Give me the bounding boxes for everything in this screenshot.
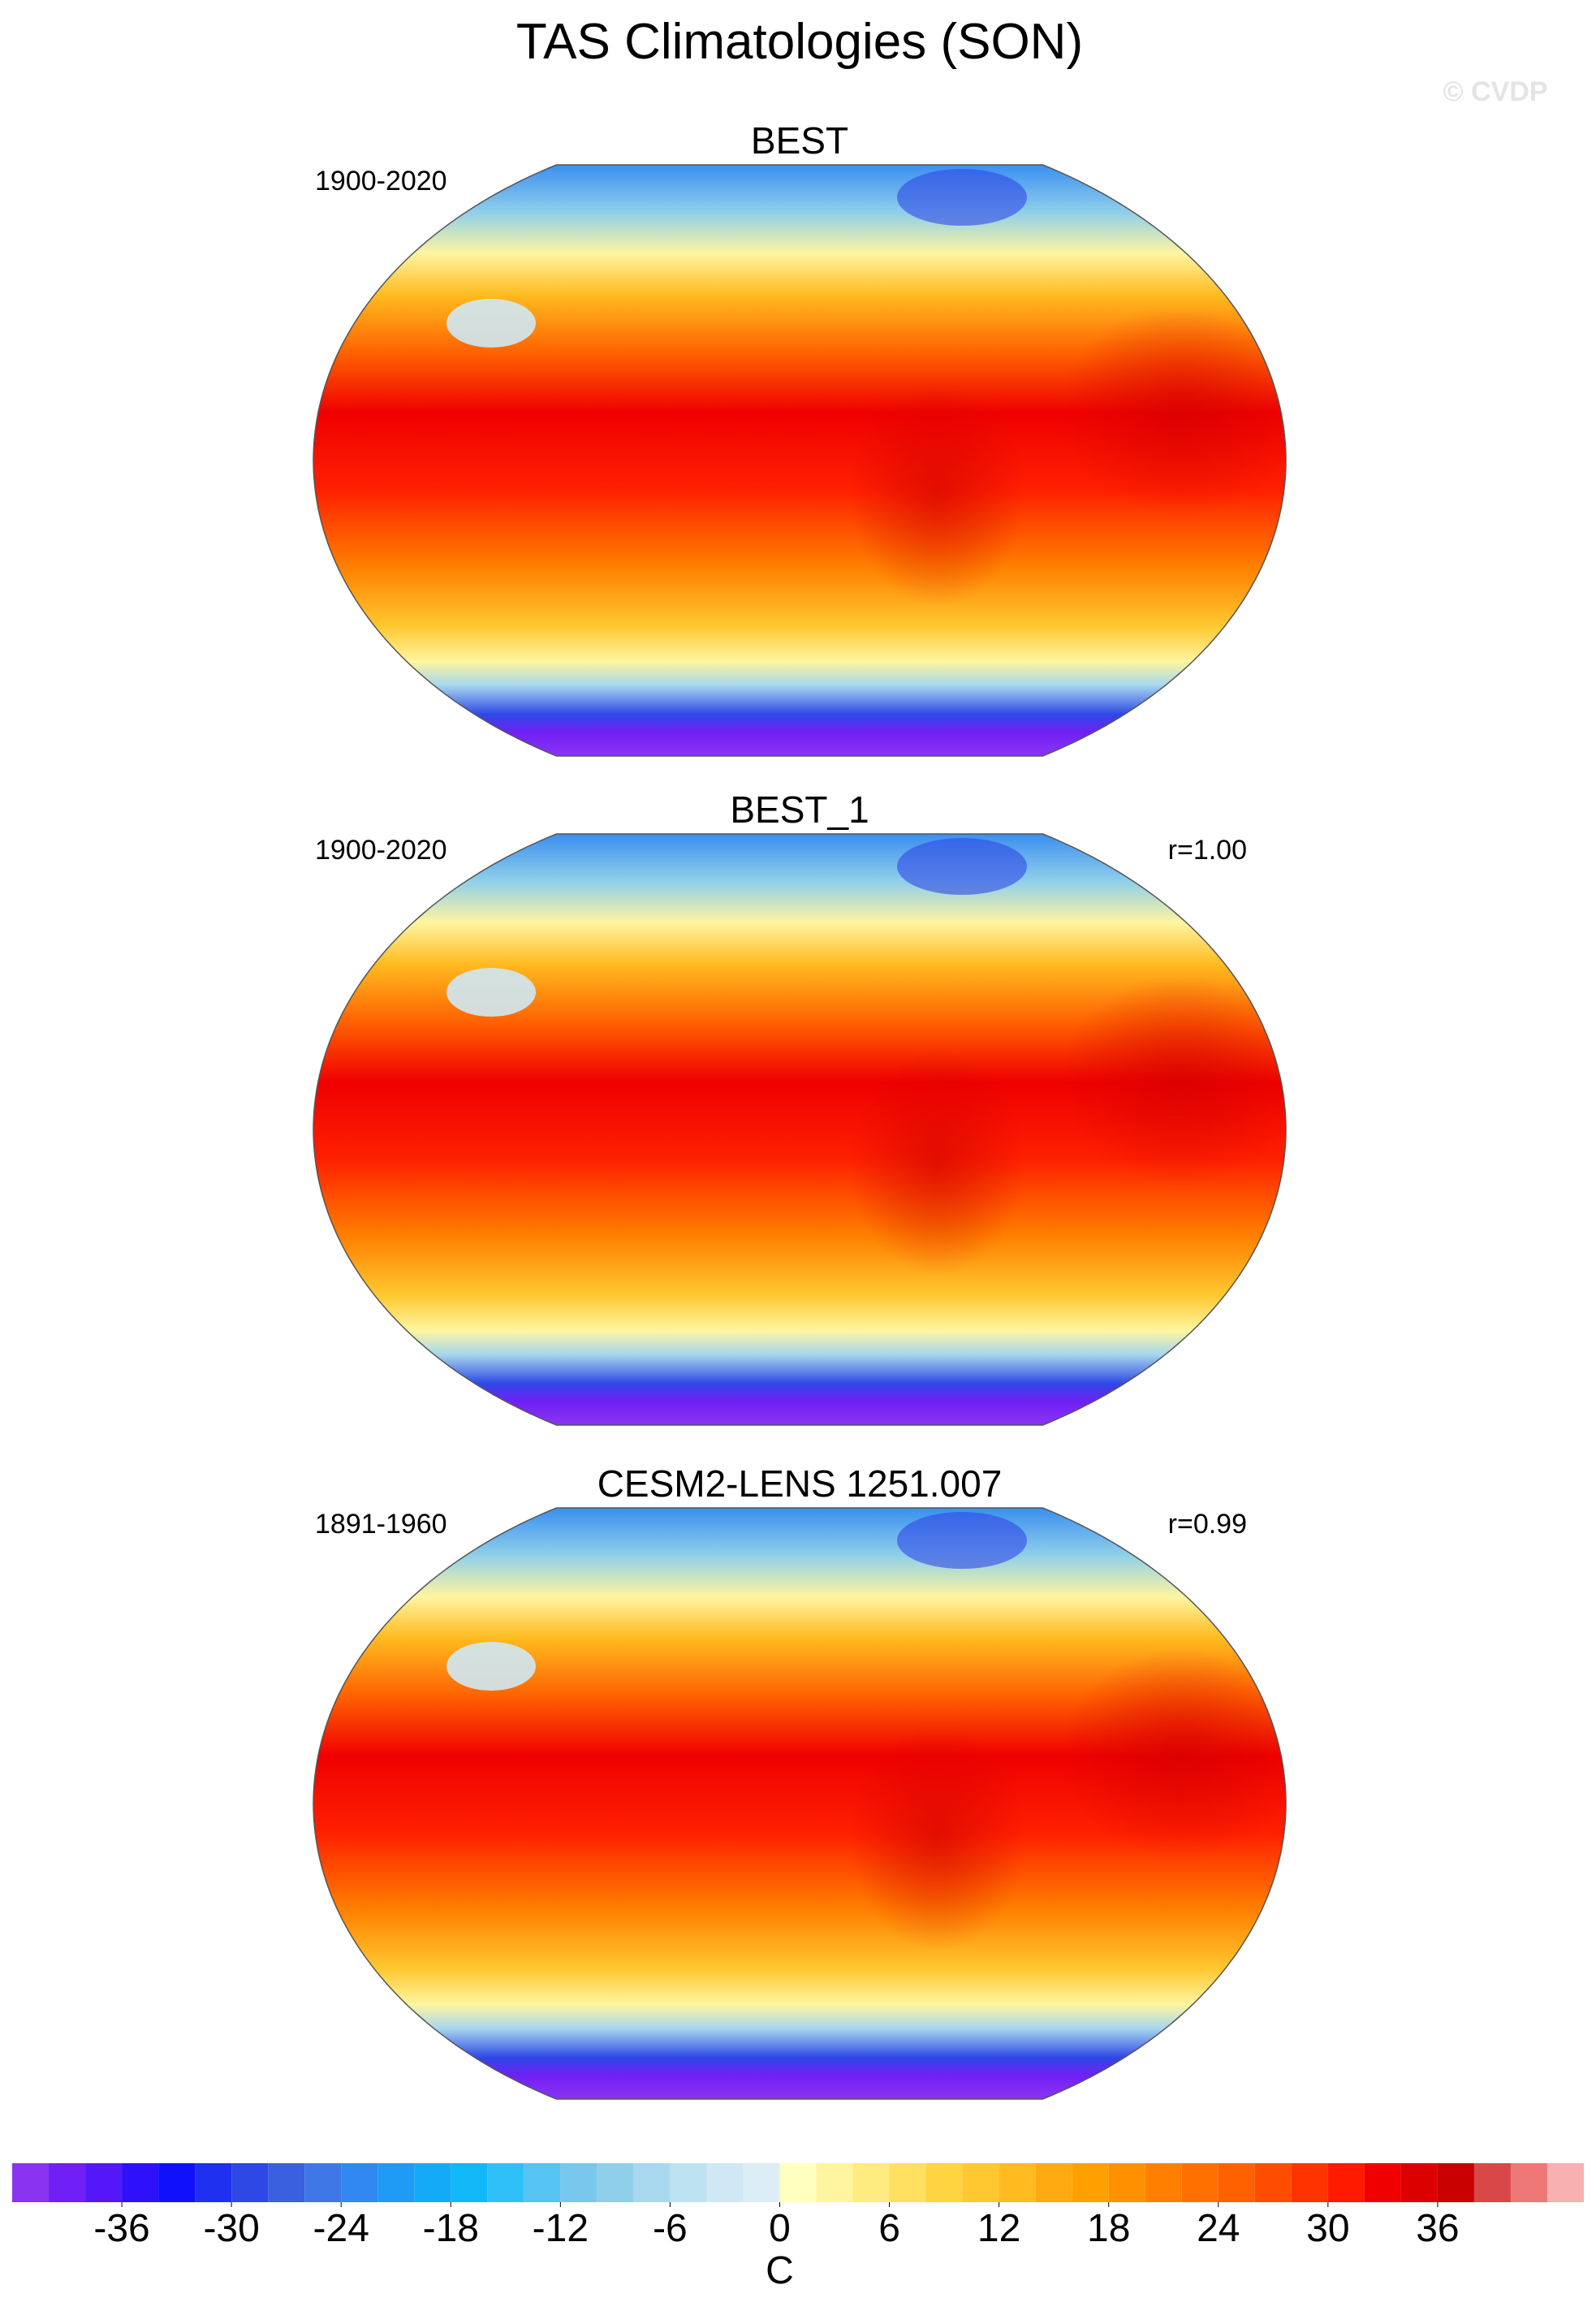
colorbar-box — [49, 2163, 86, 2202]
map-outline — [313, 833, 1287, 1426]
pattern-correlation: r=1.00 — [1168, 835, 1247, 866]
land-cold — [446, 299, 536, 348]
period-label: 1900-2020 — [315, 166, 447, 197]
map-fill — [313, 834, 1286, 1425]
land-warm — [848, 379, 1027, 607]
panel-title: CESM2-LENS 1251.007 — [597, 1462, 1003, 1505]
colorbar-box — [487, 2163, 524, 2202]
colorbar-box — [122, 2163, 159, 2202]
colorbar-box — [1437, 2163, 1474, 2202]
colorbar-tick-label: 24 — [1197, 2207, 1240, 2250]
colorbar-tick-label: 12 — [977, 2207, 1020, 2250]
map-panel: BEST_1 1900-2020 r=1.00 — [313, 788, 1287, 1426]
panel-title: BEST — [751, 119, 848, 162]
colorbar-box — [1218, 2163, 1255, 2202]
land-cold — [446, 1642, 536, 1691]
land-warm — [1059, 1649, 1286, 1860]
map-panel: BEST 1900-2020 — [313, 119, 1287, 757]
land-cold — [897, 169, 1027, 226]
colorbar-box — [1181, 2163, 1219, 2202]
colorbar-box — [1072, 2163, 1109, 2202]
colorbar-tick-label: -36 — [93, 2207, 149, 2250]
colorbar-box — [268, 2163, 305, 2202]
colorbar-tick-label: -18 — [423, 2207, 479, 2250]
period-label: 1900-2020 — [315, 835, 447, 866]
watermark: © CVDP — [1443, 76, 1548, 107]
colorbar-box — [231, 2163, 269, 2202]
colorbar-box — [377, 2163, 415, 2202]
colorbar-box — [597, 2163, 634, 2202]
colorbar-tick-label: -6 — [653, 2207, 688, 2250]
colorbar-box — [670, 2163, 707, 2202]
colorbar-box — [852, 2163, 890, 2202]
figure-title: TAS Climatologies (SON) — [516, 14, 1083, 70]
land-warm — [848, 1048, 1027, 1276]
map-outline — [313, 1507, 1287, 2100]
colorbar-box — [925, 2163, 963, 2202]
colorbar-box — [1035, 2163, 1072, 2202]
map-fill — [313, 165, 1286, 756]
colorbar-box — [12, 2163, 50, 2202]
colorbar-box — [779, 2163, 817, 2202]
colorbar-box — [85, 2163, 123, 2202]
colorbar-tick-label: -24 — [313, 2207, 369, 2250]
colorbar-box — [1254, 2163, 1292, 2202]
colorbar-box — [414, 2163, 451, 2202]
land-warm — [1059, 975, 1286, 1186]
colorbar-box — [1364, 2163, 1401, 2202]
colorbar-box — [158, 2163, 196, 2202]
colorbar-box — [195, 2163, 232, 2202]
colorbar-tick-label: 18 — [1087, 2207, 1130, 2250]
colorbar-box — [341, 2163, 378, 2202]
land-warm — [1059, 306, 1286, 517]
colorbar-box — [889, 2163, 926, 2202]
colorbar-box — [633, 2163, 671, 2202]
colorbar-box — [1473, 2163, 1511, 2202]
land-warm — [848, 1722, 1027, 1950]
colorbar-box — [999, 2163, 1036, 2202]
colorbar-box — [962, 2163, 999, 2202]
colorbar-box — [451, 2163, 488, 2202]
map-fill — [313, 1508, 1286, 2099]
map-outline — [313, 164, 1287, 757]
pattern-correlation: r=0.99 — [1168, 1509, 1247, 1540]
colorbar-box — [1510, 2163, 1547, 2202]
colorbar-tick-label: -30 — [203, 2207, 259, 2250]
colorbar-box — [524, 2163, 561, 2202]
colorbar-box — [304, 2163, 342, 2202]
period-label: 1891-1960 — [315, 1509, 447, 1540]
colorbar-box — [1108, 2163, 1145, 2202]
colorbar-tick-label: 6 — [878, 2207, 900, 2250]
colorbar-box — [706, 2163, 744, 2202]
colorbar-box — [1546, 2163, 1584, 2202]
panel-title: BEST_1 — [730, 788, 869, 831]
colorbar-tick-label: 36 — [1416, 2207, 1459, 2250]
land-cold — [897, 1512, 1027, 1569]
colorbar-box — [1327, 2163, 1365, 2202]
colorbar-box — [1145, 2163, 1182, 2202]
colorbar-box — [1291, 2163, 1328, 2202]
land-cold — [446, 968, 536, 1017]
colorbar-tick-label: 0 — [769, 2207, 791, 2250]
colorbar-box — [1400, 2163, 1438, 2202]
colorbar-tick-label: 30 — [1306, 2207, 1349, 2250]
colorbar-box — [560, 2163, 597, 2202]
colorbar-box — [743, 2163, 780, 2202]
colorbar-label: C — [766, 2249, 794, 2292]
map-panel: CESM2-LENS 1251.007 1891-1960 r=0.99 — [313, 1462, 1287, 2100]
colorbar-box — [816, 2163, 853, 2202]
land-cold — [897, 838, 1027, 895]
colorbar-tick-label: -12 — [533, 2207, 589, 2250]
